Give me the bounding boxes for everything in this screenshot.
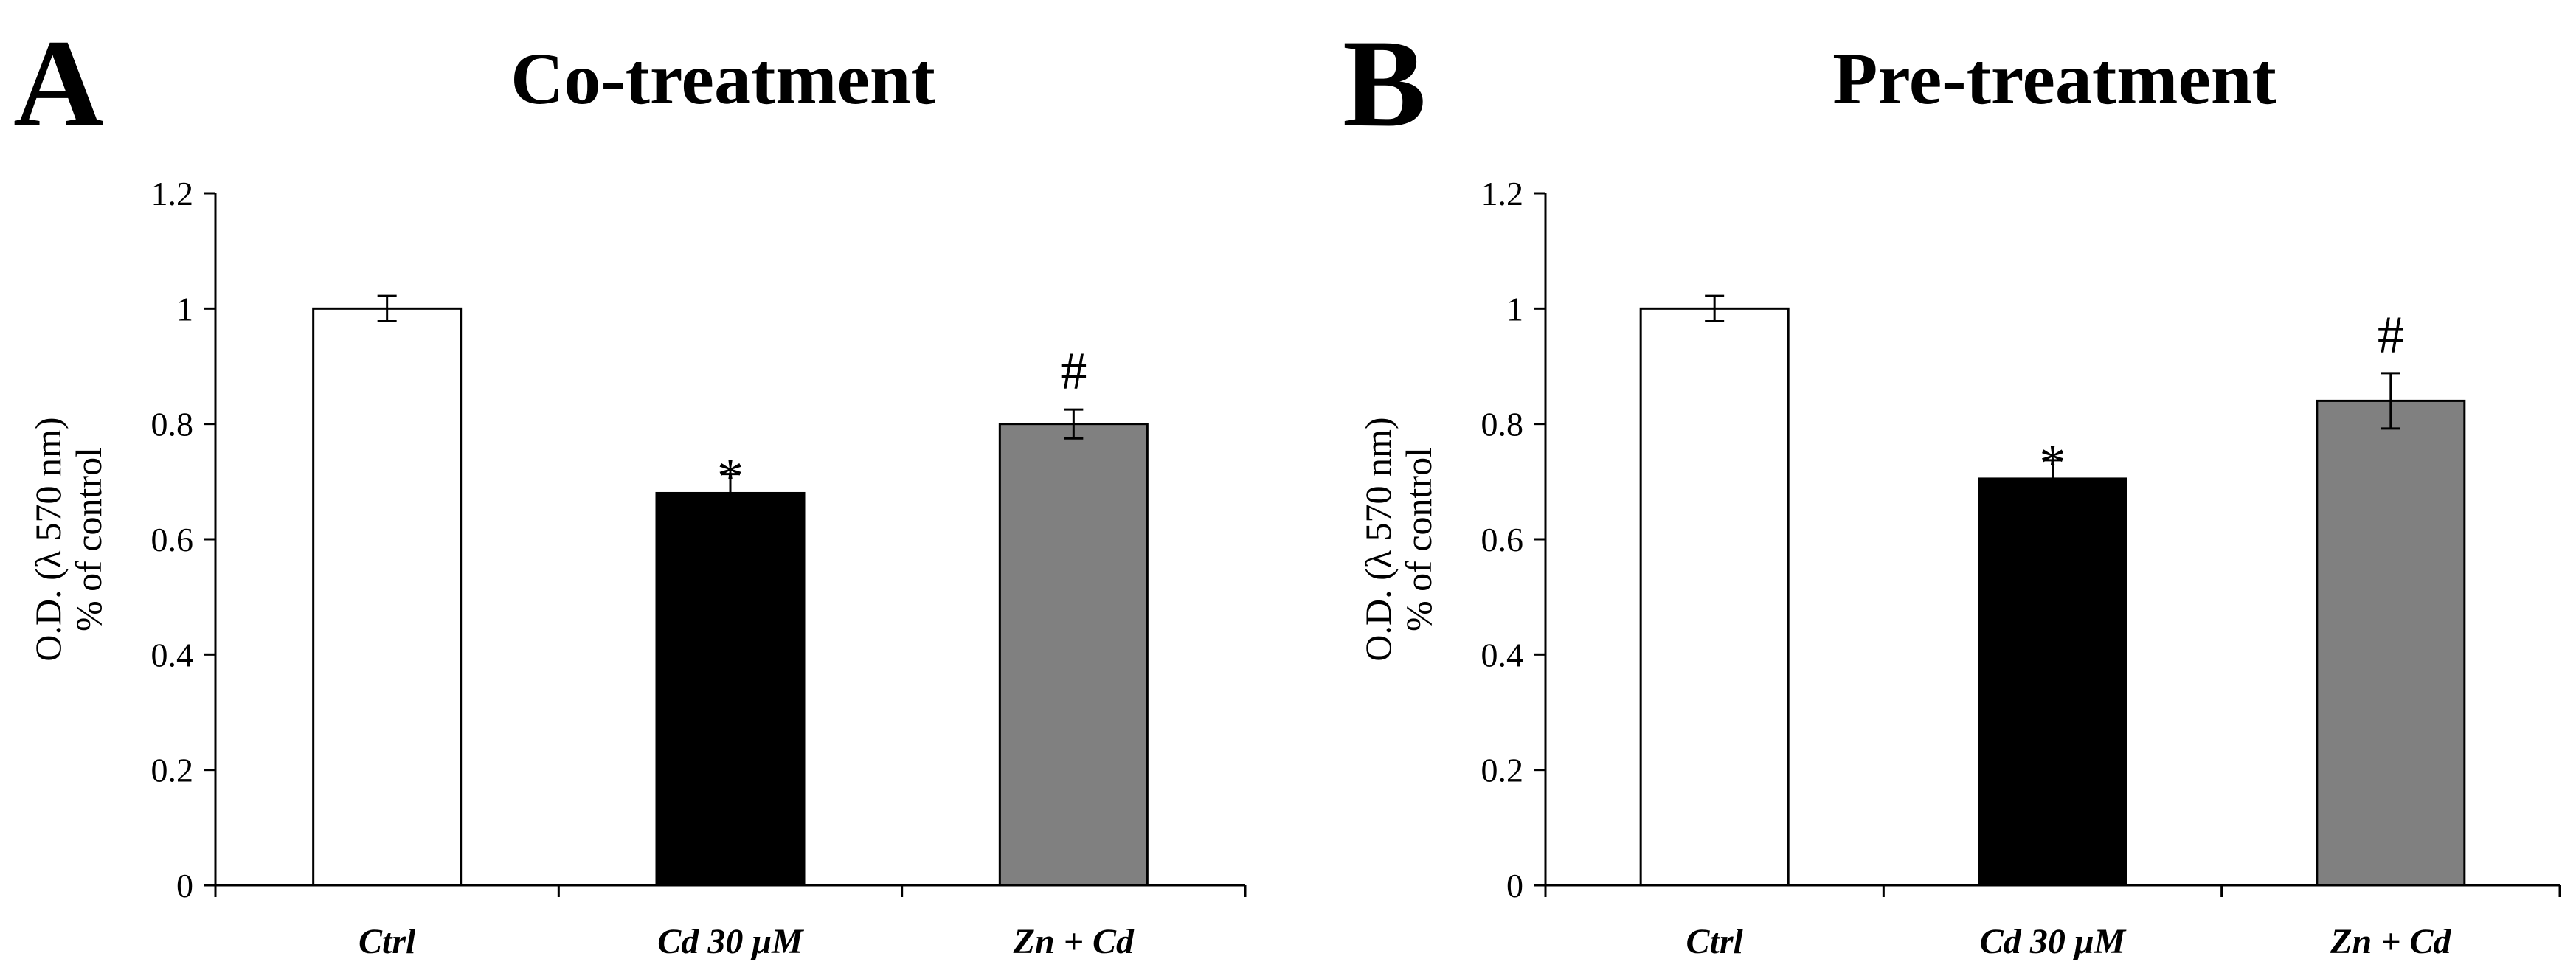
panel-b-bar [1978,477,2127,887]
panel-a-x-tick-label: Ctrl [359,922,416,961]
panel-a-y-tick-label: 0.6 [151,521,194,558]
panel-a-significance-mark: # [1060,342,1087,401]
panel-a-y-tick-label: 0.2 [151,752,194,789]
panel-b-x-tick-label: Ctrl [1686,922,1743,961]
panel-b-y-tick-label: 1.2 [1481,175,1524,212]
panel-a-x-tick-label: Cd 30 μM [657,922,805,961]
panel-a-y-tick-label: 0.4 [151,636,194,674]
panel-b-y-tick-label: 0.2 [1481,752,1524,789]
panel-b-y-axis-label-line1: O.D. (λ 570 nm) [1357,417,1399,661]
panel-a-x-tick-label: Zn + Cd [1013,922,1135,961]
panel-b-y-tick-label: 0.4 [1481,636,1524,674]
panel-a-title: Co-treatment [510,38,935,120]
panel-a-bar [312,307,463,887]
panel-b-title: Pre-treatment [1832,38,2276,120]
panel-b-x-tick-label: Zn + Cd [2330,922,2451,961]
panel-b-y-axis-label-line2: % of control [1398,447,1439,631]
panel-a-y-tick-label: 1.2 [151,175,194,212]
panel-a-bar [998,423,1149,887]
panel-b-x-tick-label: Cd 30 μM [1980,922,2127,961]
panel-a-y-tick-label: 1 [176,290,193,328]
panel-b-y-tick-label: 1 [1506,290,1523,328]
panel-a-letter: A [13,14,104,153]
panel-a-significance-mark: * [717,448,744,507]
panel-a-y-axis-label-line1: O.D. (λ 570 nm) [27,417,69,661]
panel-b-letter: B [1343,14,1426,153]
panel-b-y-tick-label: 0 [1506,867,1523,904]
panel-b-bar [1639,307,1790,887]
panel-a-y-axis-label-line2: % of control [68,447,109,631]
panel-a-bar [655,491,806,887]
panel-b-bar [2316,399,2466,887]
panel-b-y-tick-label: 0.6 [1481,521,1524,558]
panel-b-y-tick-label: 0.8 [1481,406,1524,443]
panel-b-significance-mark: * [2040,434,2066,493]
panel-a-y-tick-label: 0 [176,867,193,904]
panel-a-y-tick-label: 0.8 [151,406,194,443]
panel-b-significance-mark: # [2378,305,2404,364]
